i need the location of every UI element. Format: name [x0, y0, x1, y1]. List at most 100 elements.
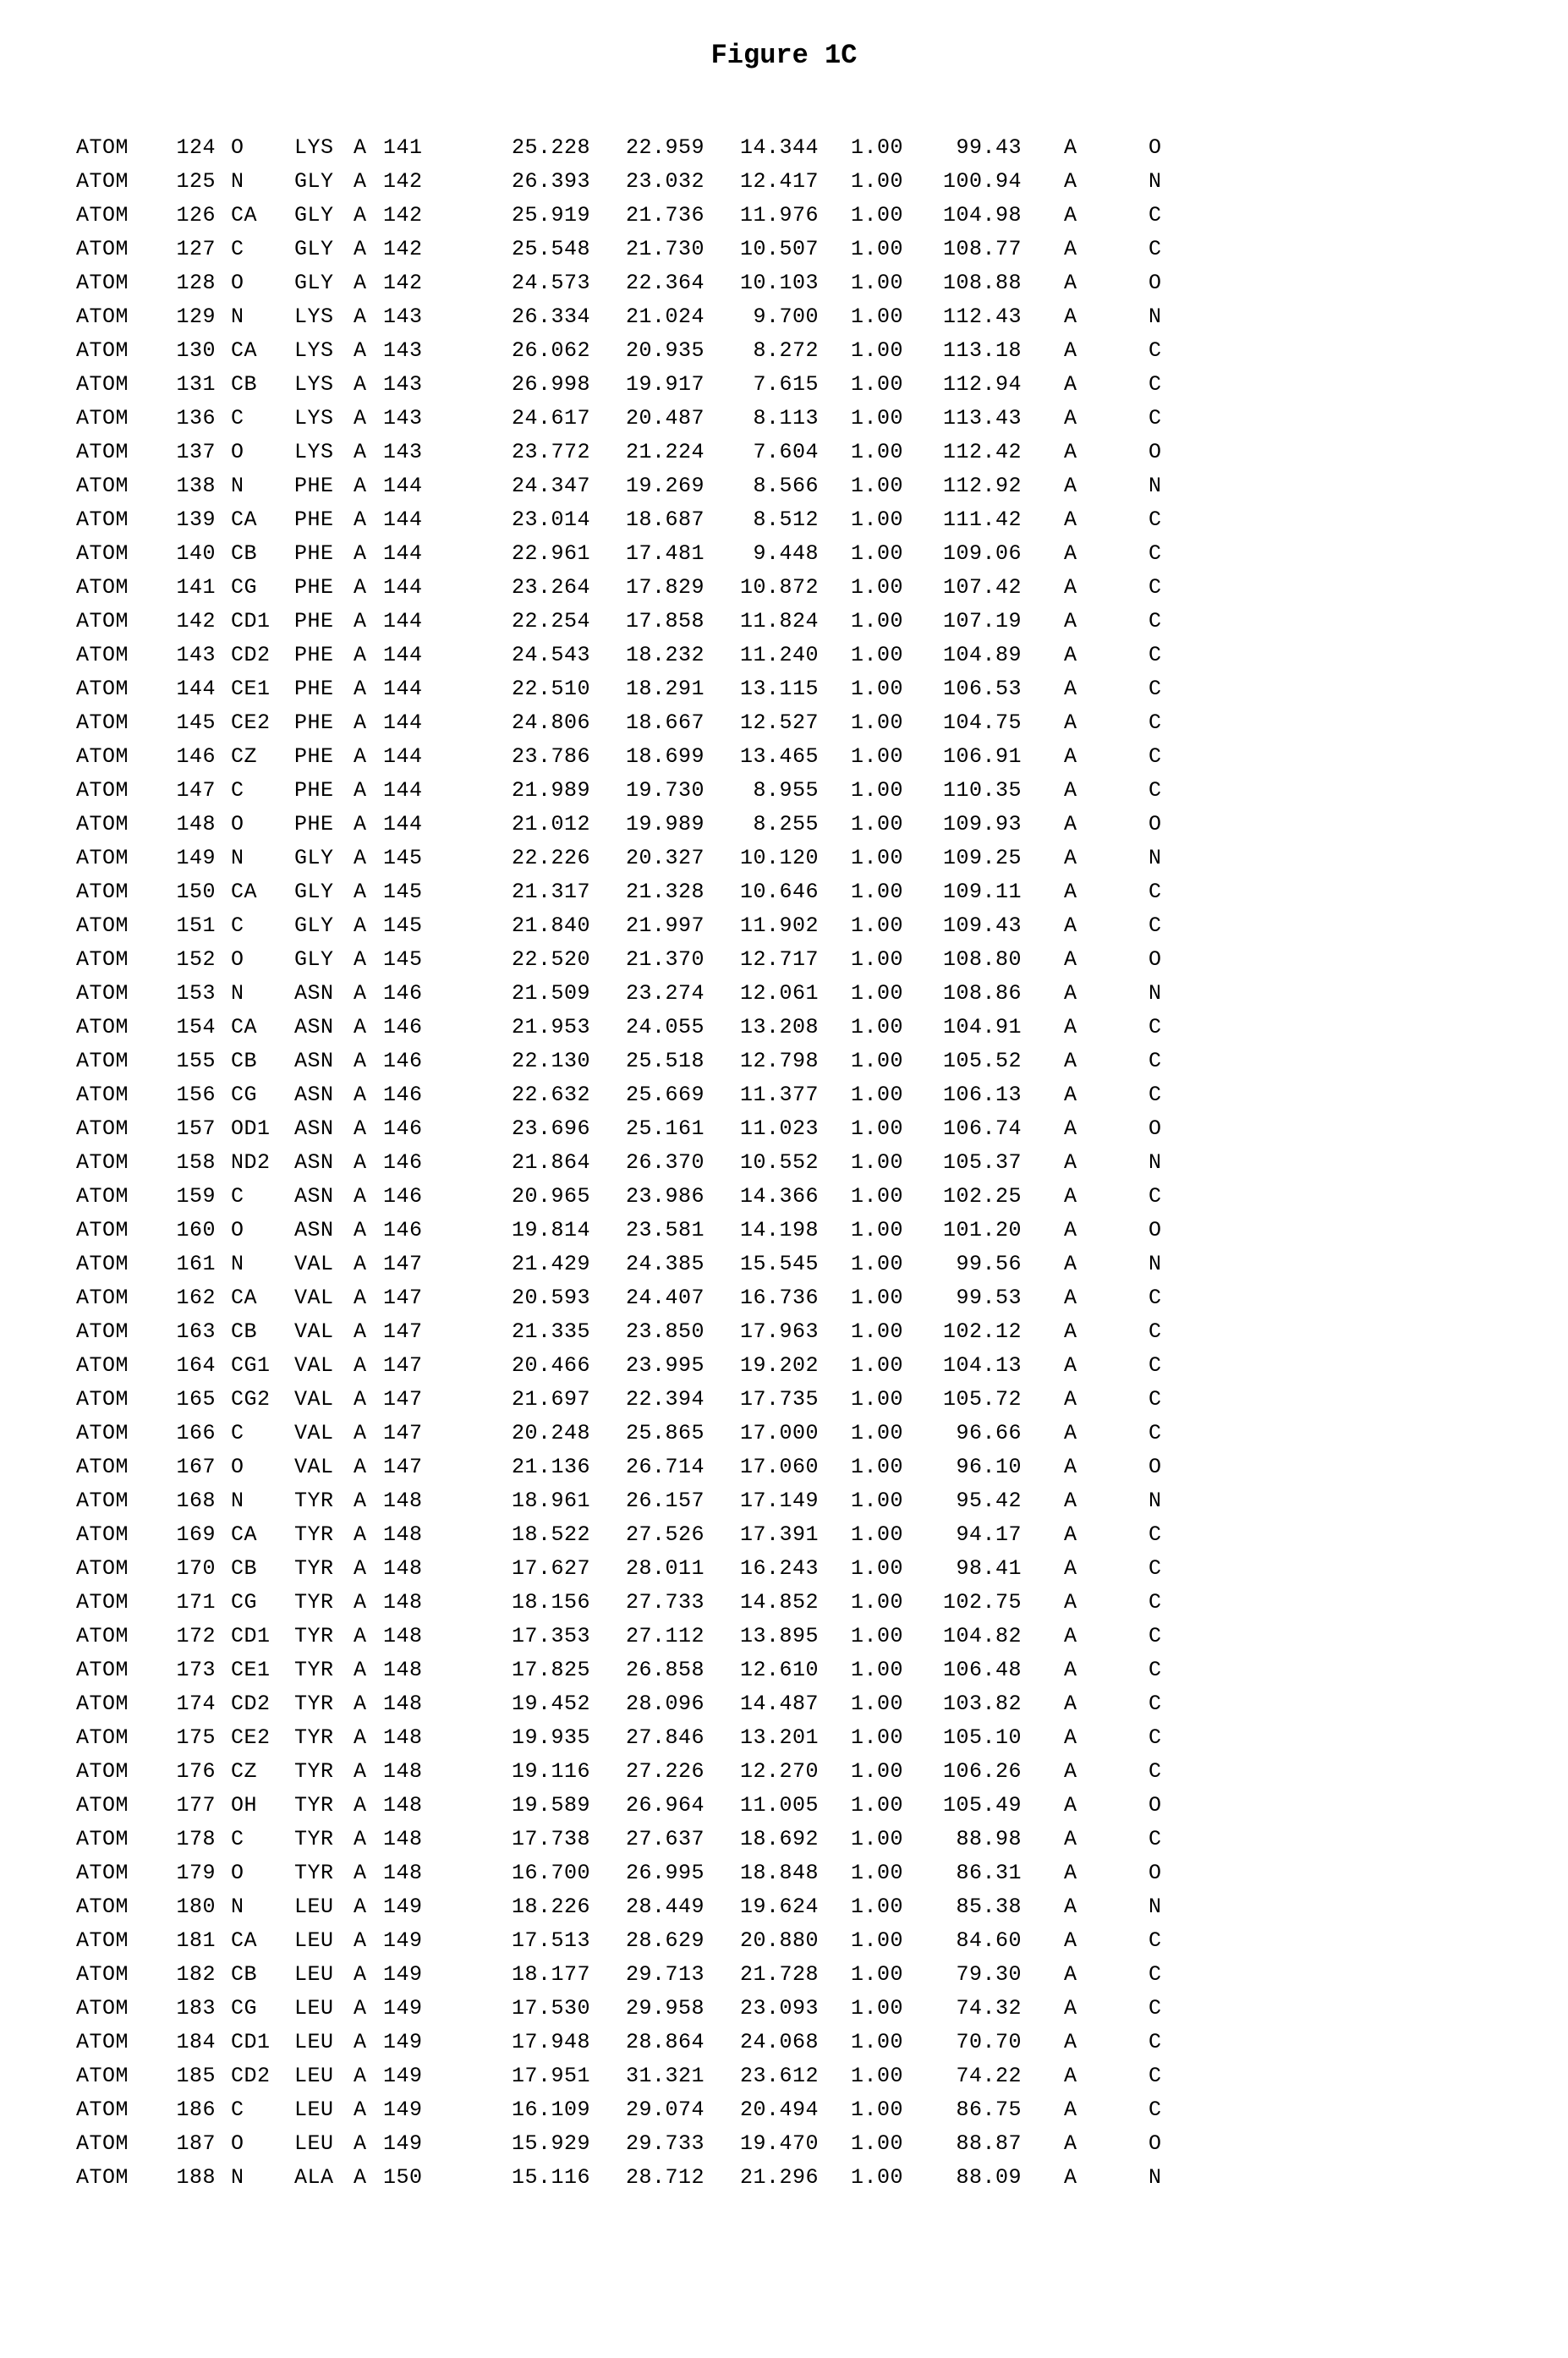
res-seq: 143	[383, 408, 434, 429]
gap	[1022, 2133, 1064, 2154]
segment: A	[1064, 1118, 1098, 1139]
gap	[434, 780, 476, 801]
coord-y: 21.730	[590, 239, 705, 260]
res-seq: 146	[383, 1084, 434, 1105]
atom-name: CG2	[231, 1389, 294, 1410]
gap	[1022, 2099, 1064, 2120]
gap	[1022, 1355, 1064, 1376]
serial: 172	[152, 1626, 231, 1647]
table-row: ATOM184CD1LEUA14917.94828.86424.0681.007…	[76, 2032, 1492, 2053]
atom-name: N	[231, 171, 294, 192]
segment: A	[1064, 441, 1098, 463]
atom-name: CA	[231, 205, 294, 226]
element: C	[1149, 239, 1174, 260]
atom-name: CD1	[231, 1626, 294, 1647]
element: O	[1149, 137, 1174, 158]
serial: 137	[152, 441, 231, 463]
serial: 153	[152, 983, 231, 1004]
chain: A	[354, 137, 383, 158]
coord-x: 25.919	[476, 205, 590, 226]
occupancy: 1.00	[819, 678, 903, 699]
segment: A	[1064, 1490, 1098, 1511]
coord-x: 21.840	[476, 915, 590, 936]
gap	[1098, 712, 1149, 733]
coord-x: 17.513	[476, 1930, 590, 1951]
coord-x: 21.429	[476, 1253, 590, 1275]
segment: A	[1064, 272, 1098, 293]
atom-name: C	[231, 239, 294, 260]
gap	[434, 543, 476, 564]
segment: A	[1064, 1862, 1098, 1884]
chain: A	[354, 272, 383, 293]
occupancy: 1.00	[819, 272, 903, 293]
serial: 149	[152, 847, 231, 869]
b-factor: 102.12	[903, 1321, 1022, 1342]
table-row: ATOM165CG2VALA14721.69722.39417.7351.001…	[76, 1389, 1492, 1410]
serial: 126	[152, 205, 231, 226]
coord-y: 20.935	[590, 340, 705, 361]
res-seq: 148	[383, 1490, 434, 1511]
serial: 147	[152, 780, 231, 801]
coord-y: 21.024	[590, 306, 705, 327]
gap	[1098, 1186, 1149, 1207]
serial: 129	[152, 306, 231, 327]
gap	[1022, 577, 1064, 598]
coord-z: 10.872	[705, 577, 819, 598]
coord-x: 21.953	[476, 1017, 590, 1038]
atom-name: N	[231, 475, 294, 496]
atom-name: N	[231, 1896, 294, 1917]
residue: TYR	[294, 1524, 354, 1545]
res-seq: 145	[383, 915, 434, 936]
element: C	[1149, 1355, 1174, 1376]
record-type: ATOM	[76, 1490, 152, 1511]
gap	[434, 2032, 476, 2053]
coord-z: 14.344	[705, 137, 819, 158]
atom-name: CG	[231, 577, 294, 598]
gap	[434, 1355, 476, 1376]
coord-x: 23.696	[476, 1118, 590, 1139]
gap	[434, 1896, 476, 1917]
gap	[1022, 1998, 1064, 2019]
b-factor: 109.93	[903, 814, 1022, 835]
element: C	[1149, 2099, 1174, 2120]
coord-x: 22.254	[476, 611, 590, 632]
chain: A	[354, 205, 383, 226]
atom-name: N	[231, 1253, 294, 1275]
coord-x: 18.177	[476, 1964, 590, 1985]
table-row: ATOM139CAPHEA14423.01418.6878.5121.00111…	[76, 509, 1492, 530]
coord-y: 27.526	[590, 1524, 705, 1545]
serial: 136	[152, 408, 231, 429]
serial: 179	[152, 1862, 231, 1884]
gap	[434, 1558, 476, 1579]
chain: A	[354, 1084, 383, 1105]
occupancy: 1.00	[819, 1795, 903, 1816]
element: C	[1149, 915, 1174, 936]
element: C	[1149, 374, 1174, 395]
table-row: ATOM177OHTYRA14819.58926.96411.0051.0010…	[76, 1795, 1492, 1816]
occupancy: 1.00	[819, 2032, 903, 2053]
gap	[1098, 1017, 1149, 1038]
b-factor: 106.91	[903, 746, 1022, 767]
gap	[434, 847, 476, 869]
occupancy: 1.00	[819, 1321, 903, 1342]
record-type: ATOM	[76, 340, 152, 361]
segment: A	[1064, 543, 1098, 564]
gap	[434, 1592, 476, 1613]
gap	[434, 441, 476, 463]
occupancy: 1.00	[819, 2133, 903, 2154]
chain: A	[354, 1152, 383, 1173]
b-factor: 106.13	[903, 1084, 1022, 1105]
residue: VAL	[294, 1389, 354, 1410]
record-type: ATOM	[76, 1321, 152, 1342]
gap	[1022, 1050, 1064, 1072]
record-type: ATOM	[76, 2167, 152, 2188]
element: O	[1149, 1862, 1174, 1884]
serial: 140	[152, 543, 231, 564]
occupancy: 1.00	[819, 1186, 903, 1207]
gap	[434, 1964, 476, 1985]
atom-name: CA	[231, 1017, 294, 1038]
res-seq: 148	[383, 1626, 434, 1647]
chain: A	[354, 1524, 383, 1545]
coord-z: 17.391	[705, 1524, 819, 1545]
segment: A	[1064, 2065, 1098, 2087]
